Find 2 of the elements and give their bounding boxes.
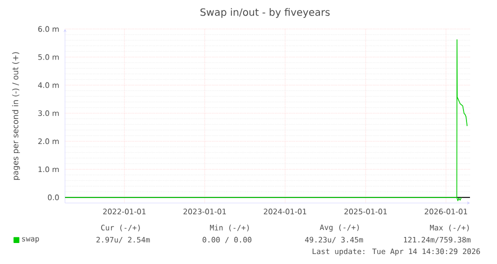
y-axis-title: pages per second in (-) / out (+) (12, 52, 20, 180)
chart-title: Swap in/out - by fiveyears (200, 8, 330, 18)
